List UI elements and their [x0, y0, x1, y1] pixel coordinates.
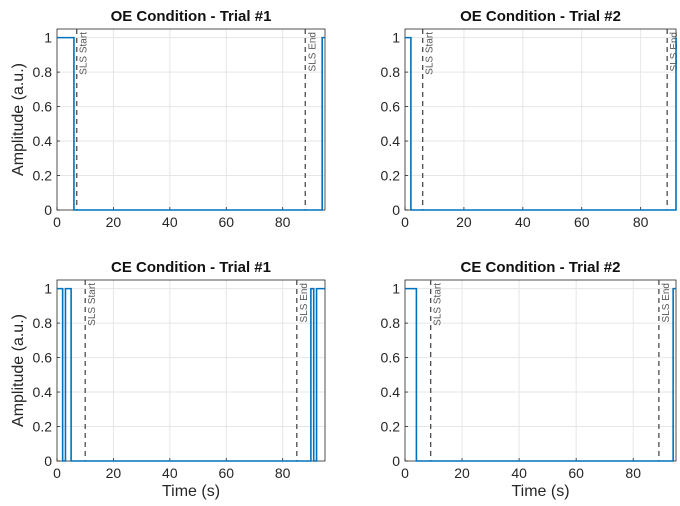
y-tick-label: 0.2	[33, 419, 53, 435]
x-tick-label: 40	[162, 465, 178, 481]
y-tick-label: 0.4	[381, 384, 401, 400]
plot-area	[57, 29, 325, 210]
x-tick-label: 80	[625, 465, 641, 481]
signal-series-line	[405, 36, 677, 211]
y-tick-label: 0.2	[381, 168, 401, 184]
x-axis-label: Time (s)	[511, 483, 569, 500]
event-marker-label: SLS End	[307, 32, 318, 71]
y-tick-label: 0.6	[33, 99, 53, 115]
chart-panel-2: 0 20 40 60 80 0 0.2 0.4 0.6 0.8 1 OE Condition - Tr…	[381, 8, 680, 230]
event-marker-label: SLS Start	[87, 283, 98, 326]
x-tick-label: 20	[106, 465, 122, 481]
chart-panel-4: 0 20 40 60 80 0 0.2 0.4 0.6 0.8 1 CE Condition - Tr…	[381, 259, 677, 500]
chart-title: OE Condition - Trial #2	[460, 8, 621, 25]
x-tick-label: 40	[515, 214, 531, 230]
chart-panel-1: 0 20 40 60 80 0 0.2 0.4 0.6 0.8 1 OE Condition - Tr…	[10, 8, 326, 230]
y-tick-label: 1	[392, 281, 400, 297]
y-tick-label: 1	[44, 281, 52, 297]
x-tick-label: 0	[401, 465, 409, 481]
chart-title: CE Condition - Trial #1	[111, 259, 271, 276]
plot-area	[57, 280, 325, 461]
x-tick-label: 0	[53, 214, 61, 230]
x-tick-label: 80	[633, 214, 649, 230]
x-tick-label: 60	[218, 214, 234, 230]
y-tick-label: 0	[392, 202, 400, 218]
y-tick-label: 1	[392, 30, 400, 46]
y-tick-label: 0.6	[381, 350, 401, 366]
y-tick-label: 0.4	[381, 133, 401, 149]
y-axis-label: Amplitude (a.u.)	[10, 63, 27, 176]
y-tick-label: 0.8	[381, 315, 401, 331]
event-marker-label: SLS End	[661, 283, 672, 322]
y-tick-label: 0.6	[381, 99, 401, 115]
event-marker-label: SLS End	[299, 283, 310, 322]
x-tick-label: 80	[275, 465, 291, 481]
chart-panel-3: 0 20 40 60 80 0 0.2 0.4 0.6 0.8 1 CE Condition - Tr…	[10, 259, 326, 500]
y-tick-label: 0.8	[33, 64, 53, 80]
x-tick-label: 20	[456, 214, 472, 230]
chart-title: CE Condition - Trial #2	[460, 259, 620, 276]
x-tick-label: 60	[218, 465, 234, 481]
signal-series-line	[57, 287, 325, 462]
x-tick-label: 20	[454, 465, 470, 481]
y-tick-label: 0.6	[33, 350, 53, 366]
y-tick-label: 0.4	[33, 133, 53, 149]
signal-series-line	[405, 287, 676, 462]
event-marker-label: SLS Start	[79, 32, 90, 75]
x-tick-label: 0	[401, 214, 409, 230]
y-tick-label: 1	[44, 30, 52, 46]
y-tick-label: 0	[392, 453, 400, 469]
x-tick-label: 0	[53, 465, 61, 481]
y-tick-label: 0	[44, 202, 52, 218]
x-tick-label: 60	[568, 465, 584, 481]
chart-title: OE Condition - Trial #1	[111, 8, 272, 25]
x-tick-label: 20	[106, 214, 122, 230]
y-axis-label: Amplitude (a.u.)	[10, 314, 27, 427]
plot-area	[405, 280, 676, 461]
y-tick-label: 0.2	[33, 168, 53, 184]
x-tick-label: 80	[275, 214, 291, 230]
event-marker-label: SLS Start	[433, 283, 444, 326]
y-tick-label: 0.8	[33, 315, 53, 331]
y-tick-label: 0.8	[381, 64, 401, 80]
event-marker-label: SLS Start	[425, 32, 436, 75]
event-marker-label: SLS End	[669, 32, 680, 71]
x-tick-label: 40	[511, 465, 527, 481]
y-tick-label: 0	[44, 453, 52, 469]
x-tick-label: 60	[574, 214, 590, 230]
x-axis-label: Time (s)	[162, 483, 220, 500]
plot-area	[405, 29, 676, 210]
y-tick-label: 0.2	[381, 419, 401, 435]
x-tick-label: 40	[162, 214, 178, 230]
y-tick-label: 0.4	[33, 384, 53, 400]
signal-series-line	[57, 36, 325, 211]
